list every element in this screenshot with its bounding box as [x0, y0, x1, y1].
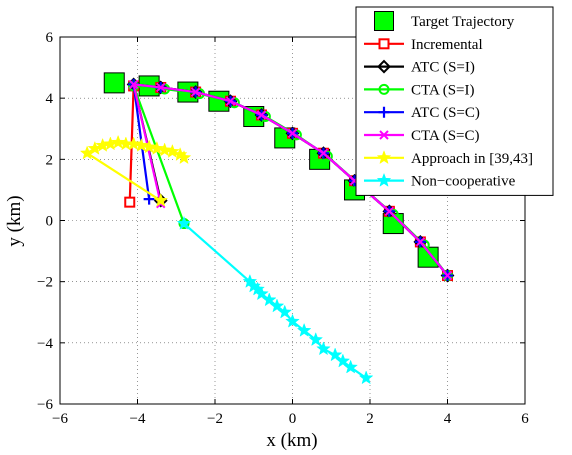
- incremental-marker: [124, 196, 136, 208]
- legend-label: Non−cooperative: [411, 174, 516, 190]
- legend-label: Incremental: [411, 37, 483, 53]
- cta-s-c-marker: [225, 96, 236, 106]
- non-cooperative-marker: [285, 313, 300, 328]
- x-tick-label: 4: [444, 411, 452, 427]
- legend-entry-non-cooperative: Non−cooperative: [364, 172, 516, 190]
- legend-atc-s-i-marker: [377, 59, 391, 74]
- x-tick-label: 2: [366, 411, 374, 427]
- cta-s-c-marker: [156, 82, 166, 93]
- non-cooperative-marker: [335, 353, 351, 368]
- cta-s-c-marker: [287, 128, 298, 139]
- atc-s-c-marker: [143, 193, 155, 205]
- x-tick-label: 6: [521, 411, 529, 427]
- approach-in-39-43-marker: [110, 134, 126, 149]
- y-axis-label: y (km): [4, 195, 25, 246]
- legend-entry-cta-s-i: CTA (S=I): [364, 82, 475, 98]
- series-approach-in-39-43: [79, 134, 192, 207]
- legend-label: ATC (S=C): [411, 105, 480, 121]
- cta-s-c-marker: [190, 87, 201, 97]
- x-axis-label: x (km): [266, 430, 317, 451]
- non-cooperative-marker: [308, 332, 324, 347]
- non-cooperative-marker: [269, 298, 285, 313]
- approach-in-39-43-marker: [176, 150, 192, 165]
- legend: Target Trajectory Incremental ATC (S=I) CTA…: [355, 6, 554, 196]
- y-tick-label: −2: [37, 275, 53, 291]
- non-cooperative-marker: [277, 304, 293, 319]
- non-cooperative-marker: [343, 359, 358, 374]
- approach-in-39-43-marker: [165, 143, 180, 158]
- approach-in-39-43-marker: [126, 136, 141, 151]
- legend-entry-target-trajectory: Target Trajectory: [374, 11, 515, 31]
- y-tick-label: 2: [46, 152, 54, 168]
- legend-entry-atc-s-i: ATC (S=I): [364, 60, 475, 76]
- non-cooperative-marker: [316, 341, 331, 356]
- cta-s-c-marker: [384, 206, 395, 217]
- approach-in-39-43-marker: [134, 137, 149, 152]
- legend-approach-in-39-43-marker: [376, 150, 392, 165]
- x-tick-label: −2: [207, 411, 223, 427]
- legend-non-cooperative-marker: [376, 172, 392, 187]
- non-cooperative-marker: [176, 215, 192, 230]
- approach-in-39-43-marker: [149, 140, 165, 155]
- legend-entry-incremental: Incremental: [364, 37, 483, 53]
- cta-s-c-marker: [128, 79, 139, 90]
- y-tick-label: −6: [37, 397, 53, 413]
- series-cta-s-c: [128, 79, 453, 281]
- legend-label: Approach in [39,43]: [411, 151, 533, 167]
- cta-s-c-marker: [256, 110, 267, 120]
- target-trajectory-marker: [103, 72, 125, 94]
- legend-entry-approach-in-39-43: Approach in [39,43]: [364, 150, 533, 167]
- y-tick-label: −4: [37, 336, 53, 352]
- grid: [60, 37, 525, 404]
- x-tick-label: −6: [52, 411, 68, 427]
- legend-box: [355, 6, 554, 196]
- legend-label: ATC (S=I): [411, 60, 475, 76]
- legend-label: CTA (S=C): [411, 128, 480, 144]
- approach-in-39-43-marker: [141, 139, 157, 154]
- legend-atc-s-c-marker: [378, 106, 390, 118]
- y-tick-label: 0: [46, 214, 54, 230]
- x-tick-label: −4: [130, 411, 146, 427]
- y-tick-label: 4: [46, 91, 54, 107]
- cta-s-c-marker: [415, 237, 426, 247]
- non-cooperative-marker: [358, 370, 374, 385]
- legend-cta-s-c-marker: [379, 130, 389, 140]
- approach-in-39-43-marker: [153, 192, 169, 207]
- legend-label: Target Trajectory: [411, 14, 515, 30]
- legend-target-trajectory-marker: [374, 11, 394, 31]
- x-tick-label: 0: [289, 411, 297, 427]
- legend-entry-cta-s-c: CTA (S=C): [364, 128, 480, 144]
- legend-label: CTA (S=I): [411, 82, 475, 98]
- cta-s-c-marker: [442, 270, 453, 281]
- non-cooperative-marker: [327, 347, 343, 362]
- approach-in-39-43-marker: [157, 142, 172, 157]
- non-cooperative-marker: [296, 322, 312, 337]
- legend-cta-s-i-marker: [378, 83, 390, 95]
- legend-entry-atc-s-c: ATC (S=C): [364, 105, 480, 121]
- cta-s-c-marker: [318, 148, 329, 158]
- legend-incremental-marker: [378, 38, 390, 50]
- non-cooperative-marker: [254, 286, 269, 301]
- non-cooperative-marker: [261, 292, 277, 307]
- series-non-cooperative: [176, 215, 374, 385]
- cta-s-c-line: [132, 83, 449, 277]
- y-tick-label: 6: [46, 30, 54, 46]
